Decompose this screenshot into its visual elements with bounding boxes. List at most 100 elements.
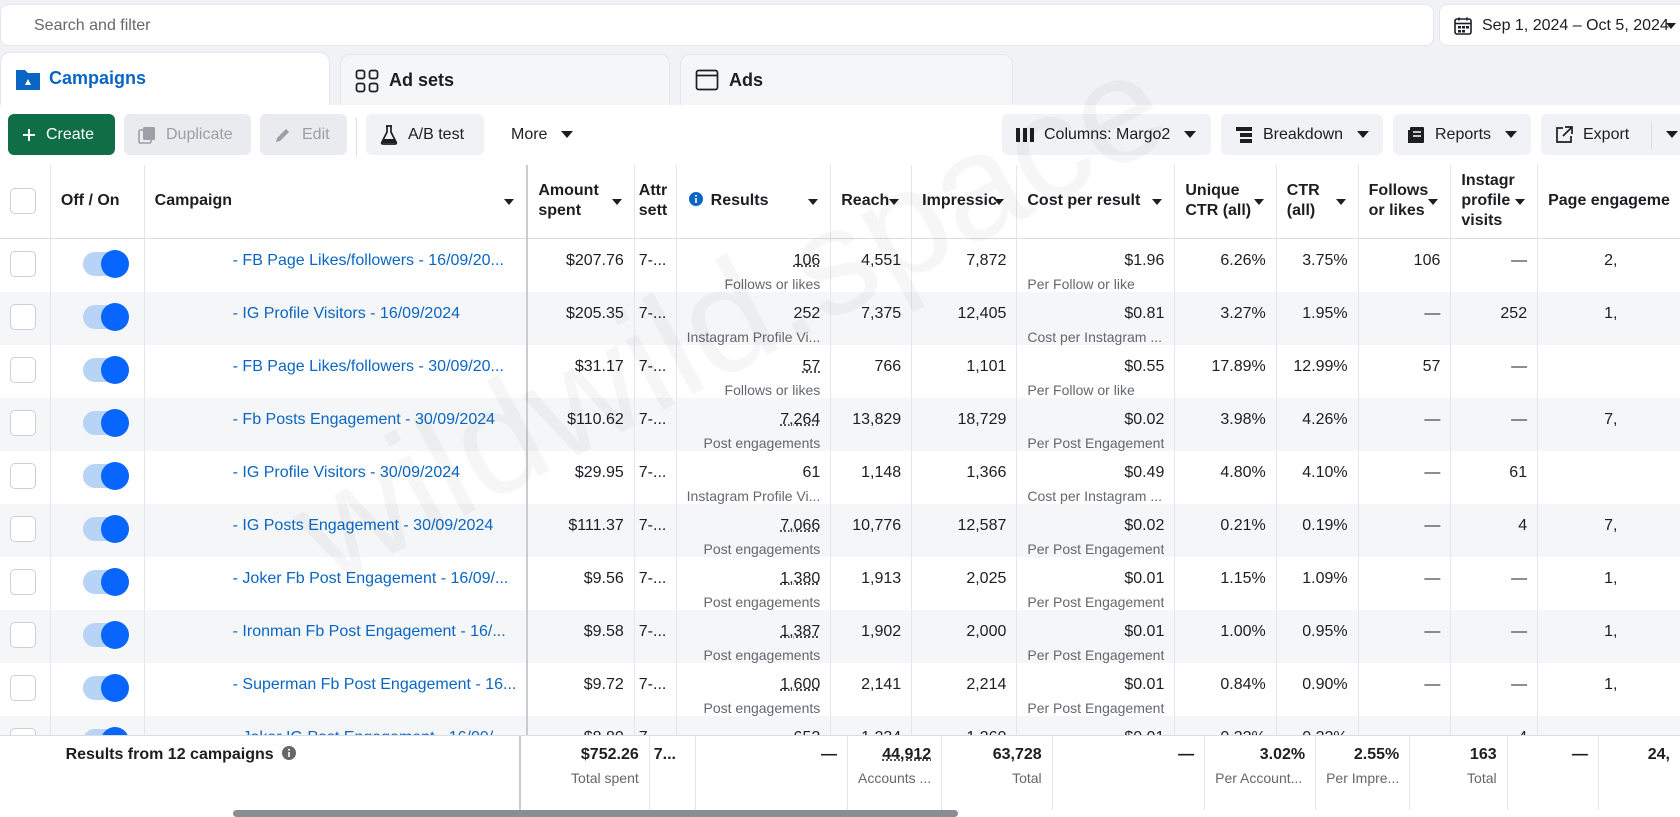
create-button[interactable]: Create [8,114,115,155]
cell-results-value: 1,380 [780,569,821,587]
toggle-cell [50,503,145,557]
header-results[interactable]: Results [676,165,832,239]
header-attribution[interactable]: Attr sett [634,165,677,239]
toggle-cell [50,556,145,610]
table-row[interactable]: - Joker IG Post Engagement - 16/09/... $8… [0,715,1680,736]
row-checkbox[interactable] [10,621,36,648]
cell-follows-likes: — [1358,503,1452,557]
cell-impressions-value: 18,729 [957,410,1007,428]
cell-reach: 1,148 [830,450,913,504]
campaign-name-link[interactable]: - Superman Fb Post Engagement - 16... [232,675,517,693]
table-row[interactable]: - Joker Fb Post Engagement - 16/09/... $9… [0,556,1680,610]
duplicate-button[interactable]: Duplicate [124,114,251,155]
table-row[interactable]: - FB Page Likes/followers - 30/09/20... $… [0,344,1680,398]
table-row[interactable]: - IG Profile Visitors - 16/09/2024 $205.3… [0,291,1680,345]
campaign-name-link[interactable]: - Joker Fb Post Engagement - 16/09/... [232,569,509,587]
header-ig-profile-visits[interactable]: Instagr profile visits [1450,165,1539,239]
row-checkbox[interactable] [10,727,36,735]
row-checkbox[interactable] [10,303,36,330]
table-row[interactable]: - IG Profile Visitors - 30/09/2024 $29.95… [0,450,1680,504]
campaign-name-link[interactable]: - IG Posts Engagement - 30/09/2024 [232,516,494,534]
cell-results-value: 106 [793,251,821,269]
header-unique-ctr[interactable]: Unique CTR (all) [1174,165,1277,239]
cell-impressions: 2,025 [911,556,1018,610]
header-campaign[interactable]: Campaign [144,165,529,239]
date-range-picker[interactable]: Sep 1, 2024 – Oct 5, 2024 [1439,4,1680,46]
table-row[interactable]: - IG Posts Engagement - 30/09/2024 $111.3… [0,503,1680,557]
tab-ad-sets[interactable]: Ad sets [340,54,670,105]
campaign-name-link[interactable]: - Fb Posts Engagement - 30/09/2024 [232,410,496,428]
search-input[interactable]: Search and filter [0,4,1434,46]
campaign-name-link[interactable]: - Ironman Fb Post Engagement - 16/... [232,622,506,640]
campaign-name-link[interactable]: - IG Profile Visitors - 16/09/2024 [232,304,461,322]
campaign-name-cell: - IG Posts Engagement - 30/09/2024 [144,503,529,557]
more-button[interactable]: More [497,114,597,155]
cell-attribution-value: 7-... [639,729,667,736]
campaign-toggle[interactable] [82,249,129,278]
cell-cost-per-result-value: $0.01 [1124,675,1165,693]
cell-results-value: 1,387 [780,622,821,640]
cell-ig-profile-visits-value: 4 [1518,516,1528,534]
horizontal-scrollbar[interactable] [233,810,958,817]
cell-reach-value: 10,776 [852,516,902,534]
duplicate-icon [138,126,155,144]
columns-button[interactable]: Columns: Margo2 [1002,114,1211,155]
tab-campaigns[interactable]: Campaigns [0,52,330,105]
totals-table: Results from 12 campaigns $752.26 Total s… [0,736,1680,810]
row-checkbox[interactable] [10,250,36,277]
results-type: Instagram Profile Vi... [686,328,821,345]
cell-ctr: 4.10% [1276,450,1359,504]
ab-test-button[interactable]: A/B test [366,114,484,155]
cell-impressions: 1,366 [911,450,1018,504]
campaign-toggle[interactable] [82,673,129,702]
export-button[interactable]: Export [1541,114,1680,155]
campaign-name-link[interactable]: - IG Profile Visitors - 30/09/2024 [232,463,461,481]
campaign-toggle[interactable] [82,567,129,596]
row-checkbox[interactable] [10,674,36,701]
select-all-checkbox[interactable] [10,187,36,214]
campaign-toggle[interactable] [82,514,129,543]
campaign-toggle[interactable] [82,620,129,649]
campaign-toggle[interactable] [82,408,129,437]
cell-impressions-value: 1,101 [966,357,1007,375]
breakdown-button[interactable]: Breakdown [1221,114,1383,155]
header-amount-spent[interactable]: Amount spent [527,165,635,239]
header-ctr[interactable]: CTR (all) [1276,165,1359,239]
header-follows-likes[interactable]: Follows or likes [1358,165,1452,239]
cell-cost-per-result: $0.01 [1016,715,1176,735]
campaign-toggle[interactable] [82,461,129,490]
cell-unique-ctr: 4.80% [1174,450,1277,504]
header-page-engagement[interactable]: Page engageme [1537,165,1680,239]
reports-button[interactable]: Reports [1393,114,1531,155]
tab-ads[interactable]: Ads [680,54,1013,105]
table-row[interactable]: - Ironman Fb Post Engagement - 16/... $9.… [0,609,1680,663]
row-checkbox[interactable] [10,356,36,383]
campaign-name-link[interactable]: - FB Page Likes/followers - 30/09/20... [232,357,504,375]
row-select-cell [0,556,51,610]
header-cost-per-result[interactable]: Cost per result [1016,165,1176,239]
campaign-toggle[interactable] [82,302,129,331]
cell-results-value: 7,264 [780,410,821,428]
cell-amount-spent: $8.80 [527,715,635,735]
table-row[interactable]: - FB Page Likes/followers - 16/09/20... $… [0,238,1680,292]
cell-page-engagement-value: 1, [1604,569,1618,587]
sort-caret-icon [889,199,900,205]
header-reach[interactable]: Reach [830,165,913,239]
table-row[interactable]: - Superman Fb Post Engagement - 16... $9.… [0,662,1680,716]
cell-unique-ctr: 3.27% [1174,291,1277,345]
row-checkbox[interactable] [10,462,36,489]
row-checkbox[interactable] [10,515,36,542]
header-impressions[interactable]: Impressic [911,165,1018,239]
row-checkbox[interactable] [10,568,36,595]
row-checkbox[interactable] [10,409,36,436]
cell-results: 252 Instagram Profile Vi... [676,291,832,345]
header-off-on[interactable]: Off / On [50,165,145,239]
table-row[interactable]: - Fb Posts Engagement - 30/09/2024 $110.6… [0,397,1680,451]
campaign-toggle[interactable] [82,355,129,384]
campaign-toggle[interactable] [82,726,129,735]
cell-unique-ctr: 1.15% [1174,556,1277,610]
edit-button[interactable]: Edit [260,114,347,155]
campaign-name-link[interactable]: - FB Page Likes/followers - 16/09/20... [232,251,504,269]
folder-icon [16,70,40,90]
cell-unique-ctr-value: 17.89% [1211,357,1266,375]
